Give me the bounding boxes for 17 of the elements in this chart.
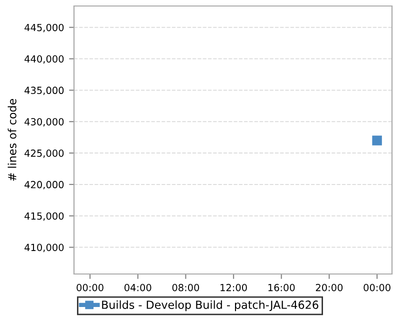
- x-tick-label: 20:00: [316, 284, 343, 292]
- x-tick-label: 04:00: [124, 284, 152, 292]
- x-tick-label: 08:00: [172, 284, 200, 292]
- y-tick-label: 440,000: [24, 55, 64, 64]
- y-tick-label: 430,000: [24, 118, 64, 126]
- y-axis-title: # lines of code: [8, 98, 16, 181]
- x-tick-label: 12:00: [220, 284, 247, 292]
- x-tick-label: 00:00: [76, 284, 104, 292]
- y-tick-label: 425,000: [24, 150, 64, 158]
- y-tick-label: 445,000: [24, 24, 64, 32]
- y-tick-label: 410,000: [24, 244, 64, 252]
- y-tick-label: 415,000: [24, 212, 64, 221]
- legend-label: Builds - Develop Build - patch-JAL-4626: [102, 300, 318, 312]
- y-tick-label: 420,000: [24, 180, 64, 190]
- x-tick-label: 00:00: [364, 284, 390, 292]
- y-tick-label: 435,000: [24, 86, 64, 96]
- x-tick-label: 16:00: [268, 284, 295, 292]
